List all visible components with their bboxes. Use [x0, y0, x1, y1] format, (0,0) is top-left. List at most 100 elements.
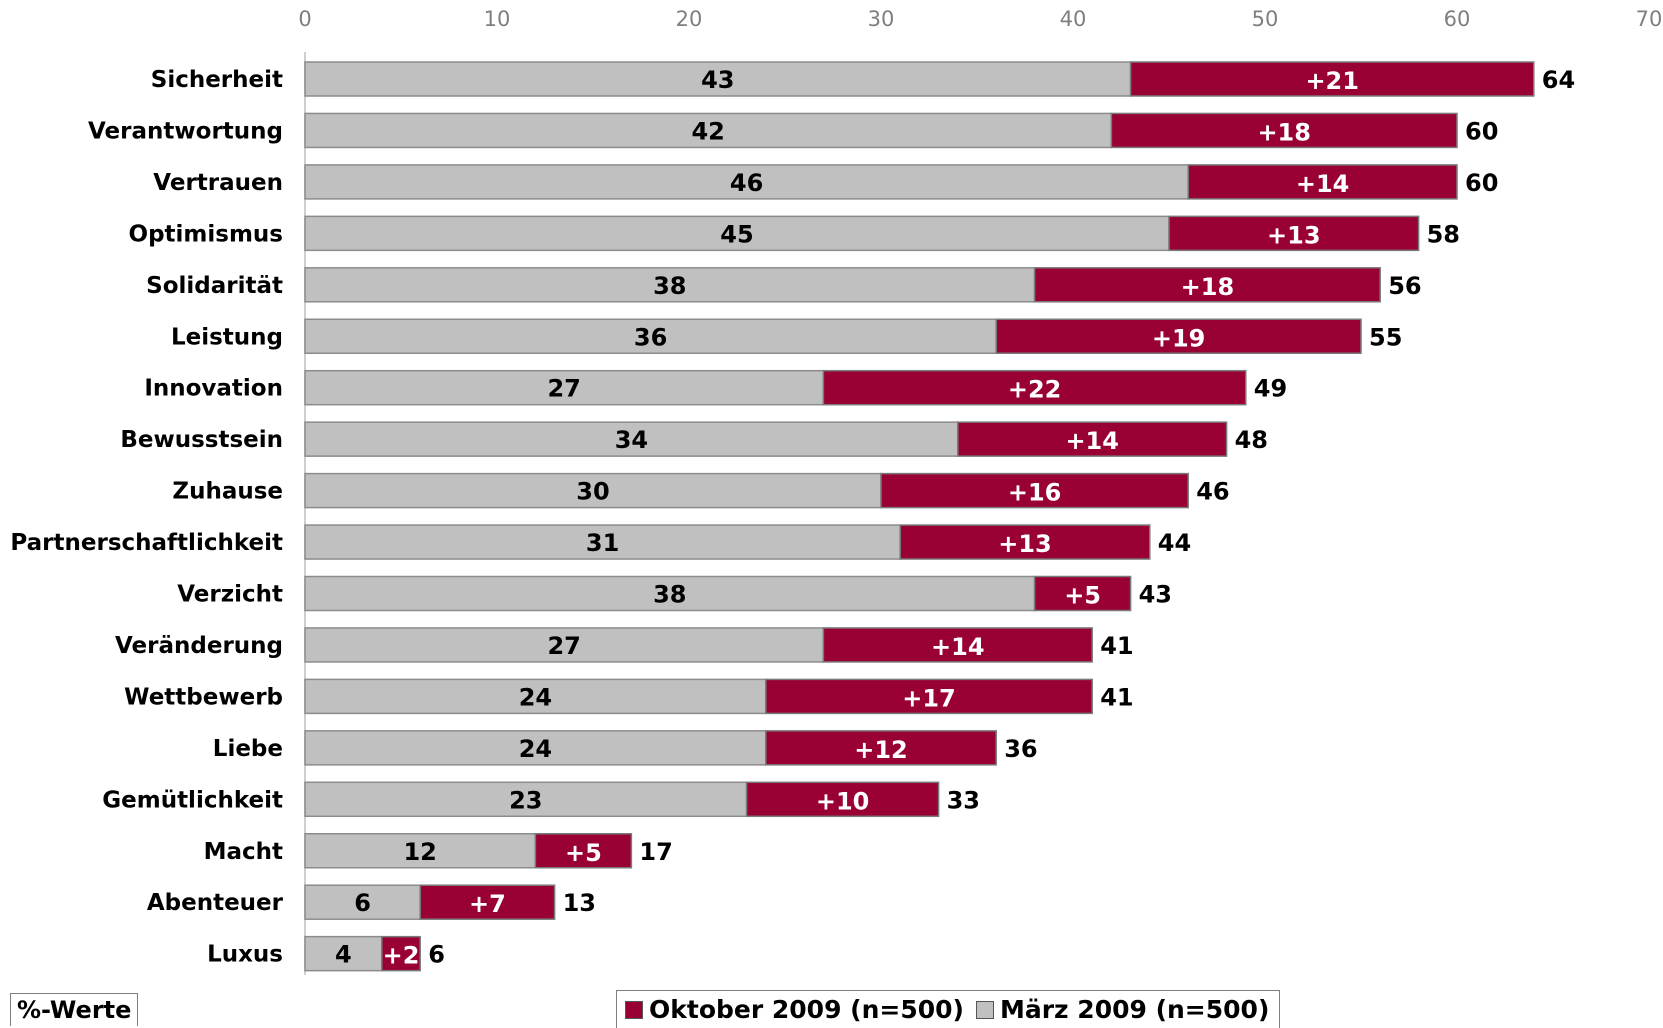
- x-tick-label: 60: [1444, 7, 1471, 31]
- category-label: Verzicht: [177, 582, 283, 608]
- total-label: 56: [1388, 272, 1421, 300]
- category-label: Partnerschaftlichkeit: [10, 530, 283, 556]
- bar-label-maerz: 27: [547, 632, 580, 660]
- category-label: Sicherheit: [151, 67, 283, 93]
- total-label: 33: [947, 786, 980, 814]
- x-tick-label: 50: [1252, 7, 1279, 31]
- bar-label-oktober: +22: [1008, 376, 1062, 404]
- total-label: 43: [1139, 581, 1172, 609]
- total-label: 36: [1004, 735, 1037, 763]
- bar-oktober: [822, 369, 1247, 406]
- total-label: 55: [1369, 323, 1402, 351]
- bar-label-oktober: +14: [1296, 170, 1350, 198]
- bar-label-maerz: 23: [509, 786, 542, 814]
- bar-label-oktober: +7: [469, 890, 506, 918]
- bar-oktober: [899, 524, 1151, 560]
- x-tick-label: 70: [1636, 7, 1663, 31]
- bar-oktober: [1033, 267, 1381, 303]
- total-label: 41: [1100, 632, 1133, 660]
- bar-label-oktober: +2: [383, 942, 420, 970]
- bar-maerz: [304, 781, 748, 818]
- bar-label-oktober: +17: [902, 684, 956, 712]
- category-label: Liebe: [213, 736, 283, 762]
- bar-label-maerz: 4: [335, 941, 352, 969]
- bar-oktober: [1033, 575, 1132, 612]
- bar-label-maerz: 38: [653, 581, 686, 609]
- category-label: Macht: [204, 839, 283, 865]
- legend-label-oktober: Oktober 2009 (n=500): [649, 995, 964, 1024]
- legend-swatch-oktober: [625, 1000, 643, 1019]
- bar-maerz: [304, 267, 1036, 303]
- category-label: Luxus: [207, 942, 283, 968]
- total-label: 60: [1465, 169, 1498, 197]
- bar-oktober: [1168, 215, 1420, 252]
- bar-label-oktober: +13: [998, 530, 1052, 558]
- category-label: Innovation: [144, 376, 283, 402]
- total-label: 13: [563, 889, 596, 917]
- bar-oktober: [995, 318, 1362, 354]
- bar-label-maerz: 24: [519, 683, 552, 711]
- bar-oktober: [880, 472, 1189, 509]
- legend-item-oktober: Oktober 2009 (n=500): [625, 995, 964, 1024]
- bar-label-oktober: +18: [1181, 273, 1235, 301]
- x-tick-label: 20: [676, 7, 703, 31]
- unit-label: %-Werte: [10, 993, 139, 1026]
- bar-label-oktober: +18: [1257, 118, 1311, 146]
- x-tick-label: 30: [868, 7, 895, 31]
- category-label: Verantwortung: [88, 118, 283, 144]
- bar-label-oktober: +14: [931, 633, 985, 661]
- bar-maerz: [304, 524, 901, 560]
- total-label: 48: [1235, 426, 1268, 454]
- total-label: 17: [639, 838, 672, 866]
- bar-maerz: [304, 884, 421, 920]
- legend: Oktober 2009 (n=500) März 2009 (n=500): [616, 990, 1280, 1028]
- bar-maerz: [304, 730, 767, 766]
- bar-label-oktober: +5: [565, 839, 602, 867]
- bar-oktober: [1110, 112, 1458, 149]
- category-label: Bewusstsein: [120, 427, 283, 453]
- bar-label-maerz: 45: [720, 220, 753, 248]
- bar-label-oktober: +19: [1152, 324, 1206, 352]
- bar-oktober: [1129, 61, 1535, 97]
- bar-label-oktober: +12: [854, 736, 908, 764]
- bar-oktober: [534, 833, 633, 869]
- x-tick-label: 40: [1060, 7, 1087, 31]
- total-label: 64: [1542, 66, 1575, 94]
- bar-oktober: [765, 678, 1093, 715]
- bar-label-maerz: 24: [519, 735, 552, 763]
- bar-maerz: [304, 472, 882, 509]
- total-label: 41: [1100, 683, 1133, 711]
- x-tick-label: 0: [298, 7, 311, 31]
- total-label: 6: [428, 941, 445, 969]
- bar-label-maerz: 31: [586, 529, 619, 557]
- category-label: Abenteuer: [147, 890, 284, 916]
- bar-label-maerz: 27: [547, 375, 580, 403]
- bar-label-maerz: 46: [730, 169, 763, 197]
- total-label: 58: [1427, 220, 1460, 248]
- category-label: Solidarität: [146, 273, 283, 299]
- bar-maerz: [304, 369, 825, 406]
- legend-label-maerz: März 2009 (n=500): [999, 995, 1270, 1024]
- category-label: Wettbewerb: [124, 684, 283, 710]
- bar-maerz: [304, 575, 1036, 612]
- bar-label-maerz: 12: [403, 838, 436, 866]
- category-label: Gemütlichkeit: [102, 787, 283, 813]
- category-label: Leistung: [171, 324, 283, 350]
- bar-label-oktober: +5: [1064, 582, 1101, 610]
- legend-item-maerz: März 2009 (n=500): [975, 995, 1270, 1024]
- bar-label-oktober: +21: [1305, 67, 1359, 95]
- bar-label-maerz: 38: [653, 272, 686, 300]
- bar-oktober: [957, 421, 1228, 457]
- category-label: Veränderung: [115, 633, 283, 659]
- bar-maerz: [304, 627, 825, 663]
- bar-maerz: [304, 318, 997, 354]
- bar-oktober: [419, 884, 556, 920]
- legend-swatch-maerz: [975, 1000, 994, 1019]
- bar-oktober: [1187, 164, 1458, 200]
- category-label: Optimismus: [129, 221, 283, 247]
- bar-oktober: [745, 781, 940, 818]
- bar-oktober: [822, 627, 1093, 663]
- bar-label-oktober: +16: [1008, 479, 1062, 507]
- bar-label-oktober: +13: [1267, 221, 1321, 249]
